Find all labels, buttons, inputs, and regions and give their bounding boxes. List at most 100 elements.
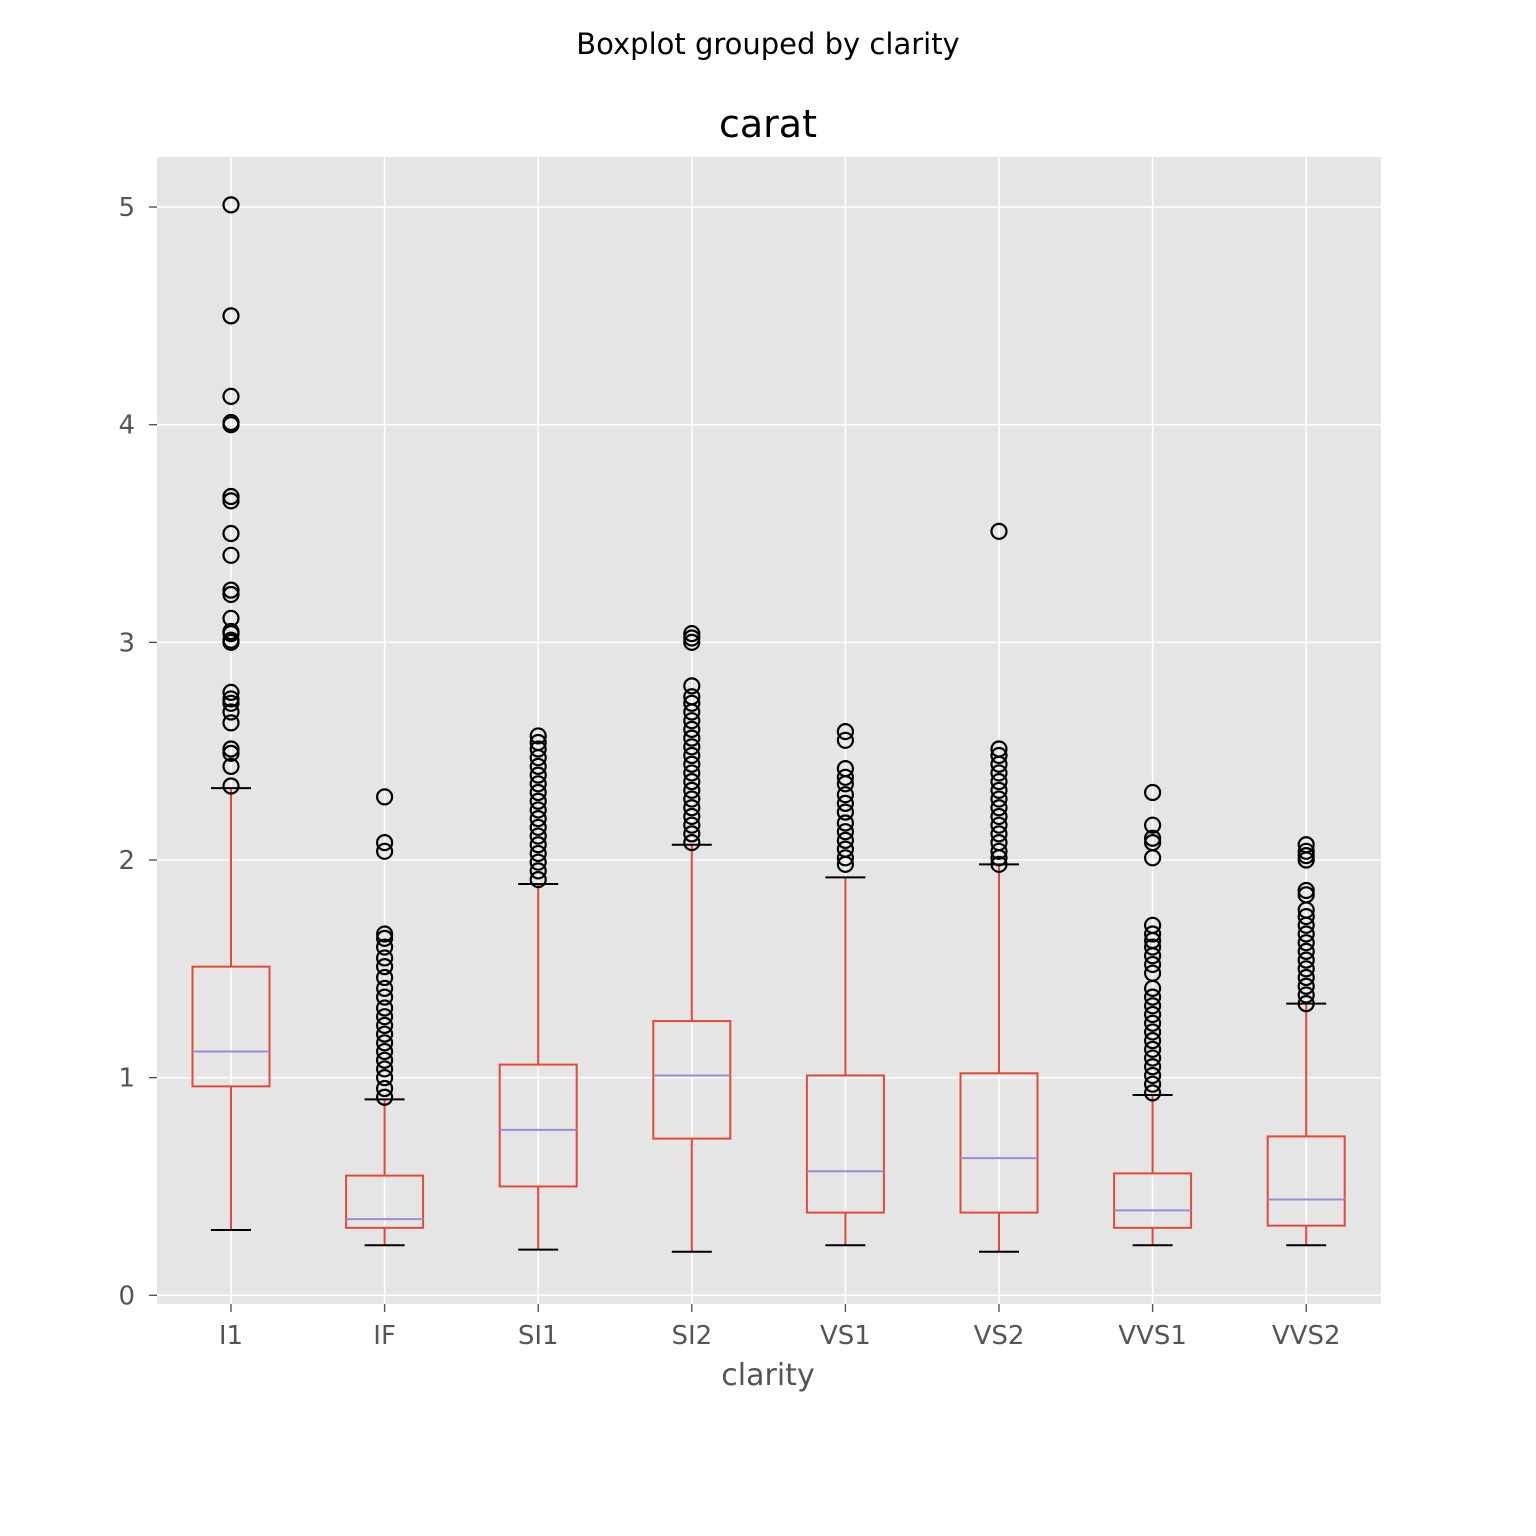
outlier-point bbox=[683, 629, 701, 647]
iqr-box bbox=[191, 965, 271, 1088]
outlier-point bbox=[836, 722, 855, 741]
iqr-box bbox=[652, 1020, 732, 1140]
iqr-box bbox=[1266, 1135, 1346, 1227]
outlier-point bbox=[222, 609, 240, 628]
outlier-point bbox=[376, 1051, 394, 1069]
outlier-point bbox=[1143, 833, 1162, 852]
outlier-point bbox=[376, 929, 394, 947]
outlier-point bbox=[1143, 997, 1162, 1015]
iqr-box bbox=[345, 1174, 425, 1229]
outlier-point bbox=[1143, 925, 1162, 943]
outlier-point bbox=[683, 694, 701, 712]
outlier-point bbox=[1297, 942, 1315, 961]
outlier-point bbox=[836, 803, 855, 821]
outlier-point bbox=[683, 755, 701, 773]
outlier-point bbox=[1143, 1040, 1162, 1058]
y-tick-label: 1 bbox=[118, 1064, 135, 1094]
outlier-point bbox=[1143, 1049, 1162, 1067]
outlier-point bbox=[222, 546, 240, 564]
iqr-box bbox=[805, 1074, 885, 1214]
outlier-point bbox=[1297, 836, 1315, 854]
outlier-point bbox=[529, 757, 547, 776]
outlier-point bbox=[222, 492, 240, 510]
outlier-point bbox=[1297, 977, 1315, 995]
figure-suptitle: Boxplot grouped by clarity bbox=[576, 27, 959, 61]
outlier-point bbox=[222, 683, 240, 702]
outlier-point bbox=[222, 581, 240, 599]
outlier-point bbox=[376, 1034, 394, 1052]
x-tick-label: VVS1 bbox=[1118, 1321, 1187, 1351]
outlier-point bbox=[1143, 1084, 1162, 1102]
outlier-point bbox=[222, 387, 240, 406]
outlier-point bbox=[683, 773, 701, 791]
outlier-point bbox=[836, 794, 855, 813]
outlier-point bbox=[836, 768, 855, 786]
outlier-point bbox=[683, 738, 701, 756]
outlier-point bbox=[1143, 1066, 1162, 1085]
outlier-point bbox=[1143, 816, 1162, 834]
outlier-point bbox=[836, 823, 855, 841]
outlier-point bbox=[529, 783, 547, 802]
outlier-point bbox=[990, 855, 1008, 873]
outlier-point bbox=[1143, 1075, 1162, 1093]
outlier-point bbox=[990, 746, 1008, 765]
plot-title: carat bbox=[719, 102, 817, 146]
outlier-point bbox=[222, 690, 240, 708]
outlier-point bbox=[529, 801, 547, 819]
x-tick-label: IF bbox=[373, 1321, 396, 1351]
x-tick-label: VS2 bbox=[974, 1321, 1025, 1351]
box-i1 bbox=[191, 787, 271, 1231]
outlier-point bbox=[222, 622, 240, 641]
outlier-point bbox=[683, 746, 701, 765]
outlier-point bbox=[1143, 964, 1162, 982]
box-vvs1 bbox=[1113, 1094, 1193, 1247]
outlier-point bbox=[529, 792, 547, 810]
outlier-point bbox=[222, 413, 240, 432]
outlier-point bbox=[222, 196, 240, 214]
box-vs1 bbox=[805, 876, 885, 1247]
outlier-point bbox=[376, 925, 394, 943]
outlier-point bbox=[376, 1088, 394, 1106]
outlier-point bbox=[222, 757, 240, 776]
outlier-point bbox=[376, 1060, 394, 1078]
outlier-point bbox=[990, 781, 1008, 799]
boxes bbox=[191, 787, 1346, 1253]
outlier-point bbox=[1297, 951, 1315, 969]
iqr-box bbox=[959, 1072, 1039, 1214]
outlier-point bbox=[222, 740, 240, 758]
outlier-point bbox=[1143, 955, 1162, 974]
outlier-point bbox=[990, 790, 1008, 808]
outlier-point bbox=[683, 625, 701, 643]
outlier-point bbox=[990, 842, 1008, 860]
axes: 0 1 2 3 4 5 I1 IF SI1 SI2 VS1 VS2 VVS1 VVS2 bbox=[118, 193, 1340, 1351]
box-si2 bbox=[652, 843, 732, 1253]
outlier-point bbox=[1297, 842, 1315, 860]
outlier-point bbox=[529, 810, 547, 828]
outlier-point bbox=[222, 777, 240, 795]
outlier-point bbox=[683, 729, 701, 747]
outlier-point bbox=[376, 1025, 394, 1043]
outlier-point bbox=[376, 1069, 394, 1087]
outlier-point bbox=[836, 731, 855, 749]
outlier-point bbox=[376, 1079, 394, 1098]
outlier-point bbox=[990, 522, 1008, 540]
outlier-point bbox=[222, 585, 240, 604]
outlier-point bbox=[836, 814, 855, 832]
fliers bbox=[222, 196, 1315, 1106]
outlier-point bbox=[529, 862, 547, 880]
iqr-box bbox=[498, 1063, 578, 1188]
box-si1 bbox=[498, 882, 578, 1251]
outlier-point bbox=[683, 790, 701, 808]
outlier-point bbox=[683, 720, 701, 739]
outlier-point bbox=[1297, 960, 1315, 978]
outlier-point bbox=[683, 816, 701, 834]
outlier-point bbox=[1297, 995, 1315, 1013]
outlier-point bbox=[1143, 1023, 1162, 1041]
outlier-point bbox=[222, 487, 240, 506]
outlier-point bbox=[376, 979, 394, 998]
outlier-point bbox=[1143, 1032, 1162, 1050]
y-tick-label: 3 bbox=[118, 628, 135, 658]
outlier-point bbox=[376, 1008, 394, 1026]
outlier-point bbox=[1143, 1005, 1162, 1024]
outlier-point bbox=[529, 870, 547, 889]
